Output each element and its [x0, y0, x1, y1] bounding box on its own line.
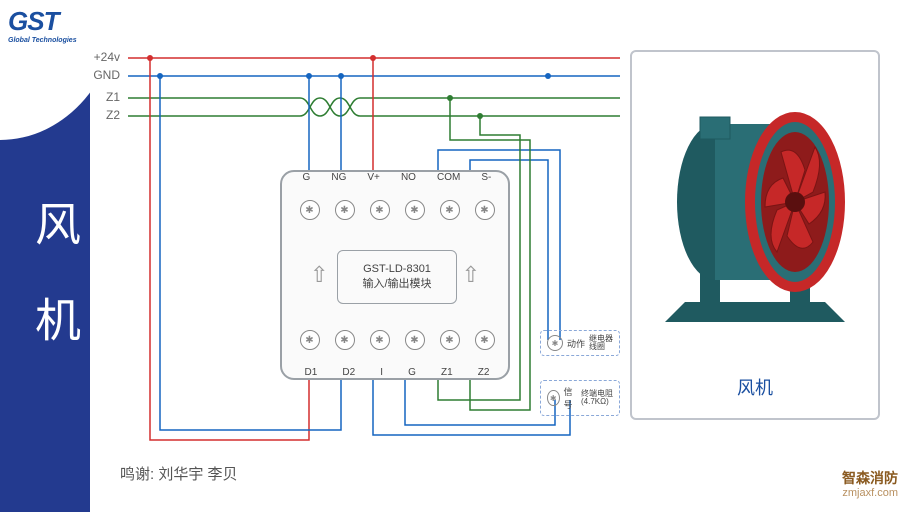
- gst-logo: GST Global Technologies: [8, 6, 77, 44]
- signal-label: 信号: [564, 385, 578, 411]
- watermark: 智森消防 zmjaxf.com: [842, 470, 898, 500]
- terminal-icon: [405, 330, 425, 350]
- terminal-icon: [335, 330, 355, 350]
- terminal-icon: [547, 390, 560, 406]
- action-desc: 继电器 线圈: [589, 335, 613, 351]
- term-label: COM: [437, 172, 460, 183]
- terminal-icon: [475, 200, 495, 220]
- term-label: V+: [367, 172, 380, 183]
- module-model: GST-LD-8301: [363, 263, 431, 275]
- top-terminal-labels: G NG V+ NO COM S-: [292, 172, 502, 183]
- arrow-icon: ⇧: [310, 262, 328, 288]
- signal-box: 信号 终端电阻 (4.7KΩ): [540, 380, 620, 416]
- credits: 鸣谢: 刘华宇 李贝: [120, 463, 238, 484]
- logo-subtitle: Global Technologies: [8, 37, 77, 44]
- action-label: 动作: [567, 337, 585, 350]
- diagram-area: +24v GND Z1 Z2: [100, 40, 620, 460]
- term-label: Z1: [441, 367, 453, 378]
- term-label: D1: [305, 367, 318, 378]
- io-module: G NG V+ NO COM S- ⇧ ⇧ GST-LD-8301 输入/输出模…: [280, 170, 510, 380]
- terminal-icon: [370, 200, 390, 220]
- term-label: S-: [481, 172, 491, 183]
- term-label: I: [380, 367, 383, 378]
- terminal-icon: [370, 330, 390, 350]
- fan-illustration: [645, 62, 865, 342]
- term-label: G: [303, 172, 311, 183]
- bottom-terminal-row: [292, 320, 502, 360]
- bottom-terminal-labels: D1 D2 I G Z1 Z2: [292, 367, 502, 378]
- module-subtitle: 输入/输出模块: [362, 275, 431, 291]
- terminal-icon: [547, 335, 563, 351]
- arrow-icon: ⇧: [462, 262, 480, 288]
- terminal-icon: [440, 330, 460, 350]
- photo-panel: 风机: [630, 50, 880, 420]
- terminal-icon: [335, 200, 355, 220]
- logo-text: GST: [8, 6, 58, 36]
- term-label: NO: [401, 172, 416, 183]
- watermark-url: zmjaxf.com: [842, 487, 898, 500]
- photo-caption: 风机: [737, 374, 773, 408]
- terminal-icon: [300, 330, 320, 350]
- term-label: NG: [331, 172, 346, 183]
- module-label: GST-LD-8301 输入/输出模块: [337, 250, 457, 304]
- term-label: G: [408, 367, 416, 378]
- terminal-icon: [440, 200, 460, 220]
- top-terminal-row: [292, 190, 502, 230]
- page-title: 风机: [22, 200, 88, 392]
- watermark-cn: 智森消防: [842, 470, 898, 487]
- signal-desc: 终端电阻 (4.7KΩ): [581, 390, 613, 406]
- terminal-icon: [475, 330, 495, 350]
- term-label: D2: [342, 367, 355, 378]
- terminal-icon: [300, 200, 320, 220]
- terminal-icon: [405, 200, 425, 220]
- action-box: 动作 继电器 线圈: [540, 330, 620, 356]
- term-label: Z2: [478, 367, 490, 378]
